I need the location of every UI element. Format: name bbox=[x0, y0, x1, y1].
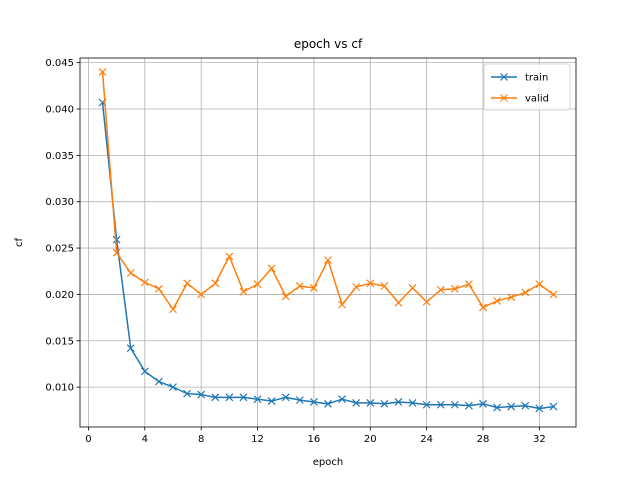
data-point-marker bbox=[140, 367, 149, 376]
data-point-marker bbox=[521, 288, 530, 297]
data-point-marker bbox=[493, 296, 502, 305]
data-point-marker bbox=[408, 284, 417, 292]
data-point-marker bbox=[450, 400, 459, 409]
data-point-marker bbox=[352, 283, 361, 291]
data-point-marker bbox=[112, 235, 121, 244]
data-point-marker bbox=[394, 398, 403, 406]
data-point-marker bbox=[324, 256, 332, 265]
data-point-marker bbox=[154, 284, 163, 293]
y-tick-label: 0.040 bbox=[45, 104, 74, 115]
data-point-marker bbox=[450, 284, 459, 293]
axis-ticks: 0 4 8 12 16 20 24 28 32 0.010 0.015 0.020 0.025 0.030… bbox=[45, 58, 545, 445]
data-point-marker bbox=[281, 393, 290, 402]
y-tick-label: 0.015 bbox=[45, 336, 74, 347]
data-point-marker bbox=[225, 393, 234, 402]
data-point-marker bbox=[380, 399, 389, 408]
data-point-marker bbox=[338, 300, 347, 309]
data-point-marker bbox=[169, 305, 177, 314]
data-point-marker bbox=[338, 395, 347, 404]
data-point-marker bbox=[211, 393, 220, 402]
x-tick-label: 12 bbox=[251, 434, 264, 445]
data-point-marker bbox=[535, 404, 544, 413]
data-point-marker bbox=[380, 282, 389, 290]
x-tick-label: 24 bbox=[420, 434, 433, 445]
data-point-marker bbox=[281, 292, 290, 301]
data-point-marker bbox=[464, 401, 473, 410]
data-point-marker bbox=[309, 284, 318, 292]
data-point-marker bbox=[267, 264, 276, 273]
data-point-marker bbox=[267, 397, 276, 405]
data-point-marker bbox=[507, 293, 516, 302]
data-point-marker bbox=[436, 400, 445, 409]
chart-title: epoch vs cf bbox=[294, 37, 363, 51]
data-point-marker bbox=[366, 279, 375, 288]
data-point-marker bbox=[253, 395, 262, 404]
data-point-marker bbox=[239, 287, 248, 296]
data-point-marker bbox=[98, 67, 107, 76]
x-tick-label: 16 bbox=[308, 434, 321, 445]
y-tick-label: 0.035 bbox=[45, 151, 74, 162]
plot-frame bbox=[79, 57, 577, 428]
data-point-marker bbox=[521, 401, 530, 410]
data-point-marker bbox=[549, 290, 558, 299]
data-point-marker bbox=[183, 389, 192, 398]
legend-swatch-marker bbox=[500, 94, 508, 102]
data-point-marker bbox=[126, 269, 135, 278]
data-point-marker bbox=[309, 398, 318, 406]
data-point-marker bbox=[211, 279, 220, 288]
data-point-marker bbox=[140, 278, 149, 287]
y-tick-label: 0.045 bbox=[45, 58, 74, 69]
data-point-marker bbox=[366, 398, 375, 407]
data-point-marker bbox=[422, 400, 431, 409]
grid bbox=[80, 58, 576, 427]
data-point-marker bbox=[507, 402, 516, 411]
data-point-marker bbox=[112, 248, 121, 257]
data-point-marker bbox=[394, 298, 403, 307]
data-point-marker bbox=[126, 344, 135, 353]
data-point-marker bbox=[479, 303, 487, 312]
x-tick-label: 8 bbox=[198, 434, 204, 445]
data-point-marker bbox=[225, 252, 234, 261]
data-point-marker bbox=[464, 280, 473, 289]
data-point-marker bbox=[535, 280, 544, 289]
x-tick-label: 32 bbox=[533, 434, 546, 445]
data-point-marker bbox=[352, 398, 361, 407]
y-tick-label: 0.030 bbox=[45, 197, 74, 208]
data-point-marker bbox=[324, 399, 332, 408]
data-point-marker bbox=[408, 398, 417, 407]
y-tick-label: 0.025 bbox=[45, 244, 74, 255]
data-point-marker bbox=[197, 290, 206, 299]
legend-label: valid bbox=[525, 94, 549, 105]
series-group bbox=[98, 67, 558, 413]
data-point-marker bbox=[154, 377, 163, 386]
y-tick-label: 0.020 bbox=[45, 290, 74, 301]
legend-label: train bbox=[525, 73, 548, 84]
data-point-marker bbox=[422, 297, 431, 306]
data-point-marker bbox=[479, 399, 487, 408]
data-point-marker bbox=[295, 282, 304, 290]
data-point-marker bbox=[197, 390, 206, 399]
y-axis-title: cf bbox=[14, 238, 25, 247]
data-point-marker bbox=[239, 393, 248, 402]
x-tick-label: 28 bbox=[477, 434, 490, 445]
data-point-marker bbox=[549, 402, 558, 411]
x-axis-title: epoch bbox=[313, 457, 343, 468]
data-point-marker bbox=[253, 280, 262, 289]
x-tick-label: 20 bbox=[364, 434, 377, 445]
data-point-marker bbox=[436, 285, 445, 294]
series-valid bbox=[98, 67, 558, 314]
legend: train valid bbox=[483, 63, 571, 111]
data-point-marker bbox=[183, 279, 192, 288]
y-tick-label: 0.010 bbox=[45, 383, 74, 394]
data-point-marker bbox=[295, 396, 304, 405]
x-tick-label: 0 bbox=[85, 434, 91, 445]
data-point-marker bbox=[169, 383, 177, 392]
data-point-marker bbox=[493, 403, 502, 412]
legend-swatch-marker bbox=[500, 73, 508, 81]
x-tick-label: 4 bbox=[142, 434, 148, 445]
